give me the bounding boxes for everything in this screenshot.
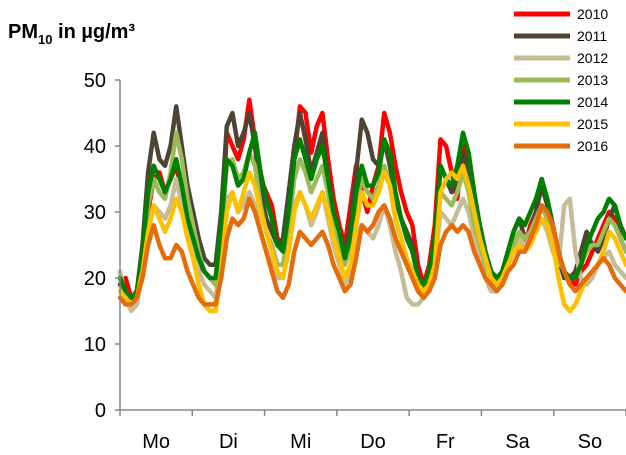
- legend-label: 2010: [577, 6, 608, 22]
- x-tick-label: Sa: [505, 431, 530, 453]
- series-line-2016: [117, 196, 626, 307]
- x-tick-label: Mi: [290, 431, 311, 453]
- y-tick-label: 0: [95, 400, 106, 422]
- y-tick-label: 10: [84, 334, 106, 356]
- y-tick-label: 30: [84, 202, 106, 224]
- legend-item-2014: 2014: [514, 94, 608, 110]
- x-tick-label: Mo: [142, 431, 170, 453]
- chart-title-subscript: 10: [38, 32, 52, 47]
- legend-label: 2015: [577, 116, 608, 132]
- series-line-2014: [117, 130, 626, 301]
- legend-item-2015: 2015: [514, 116, 608, 132]
- y-tick-label: 50: [84, 70, 106, 92]
- legend-item-2016: 2016: [514, 138, 608, 154]
- legend-label: 2013: [577, 72, 608, 88]
- legend-label: 2014: [577, 94, 608, 110]
- chart-title-prefix: PM: [8, 21, 38, 43]
- y-tick-label: 20: [84, 268, 106, 290]
- legend-label: 2012: [577, 50, 608, 66]
- legend-item-2013: 2013: [514, 72, 608, 88]
- legend-label: 2016: [577, 138, 608, 154]
- legend-item-2012: 2012: [514, 50, 608, 66]
- legend: 2010 2011 2012 2013 2014 2015 2016: [514, 6, 608, 154]
- x-tick-label: So: [578, 431, 602, 453]
- x-tick-label: Fr: [436, 431, 455, 453]
- axes: 0 10 20 30 40 50 Mo Di Mi Do Fr Sa So: [84, 70, 626, 453]
- legend-label: 2011: [577, 28, 607, 44]
- plot-lines: [117, 97, 626, 314]
- y-tick-label: 40: [84, 136, 106, 158]
- legend-item-2011: 2011: [514, 28, 607, 44]
- legend-item-2010: 2010: [514, 6, 608, 22]
- chart-title: PM10 in µg/m³: [8, 21, 135, 47]
- chart-title-suffix: in µg/m³: [52, 21, 135, 43]
- x-tick-label: Di: [219, 431, 238, 453]
- x-tick-label: Do: [360, 431, 386, 453]
